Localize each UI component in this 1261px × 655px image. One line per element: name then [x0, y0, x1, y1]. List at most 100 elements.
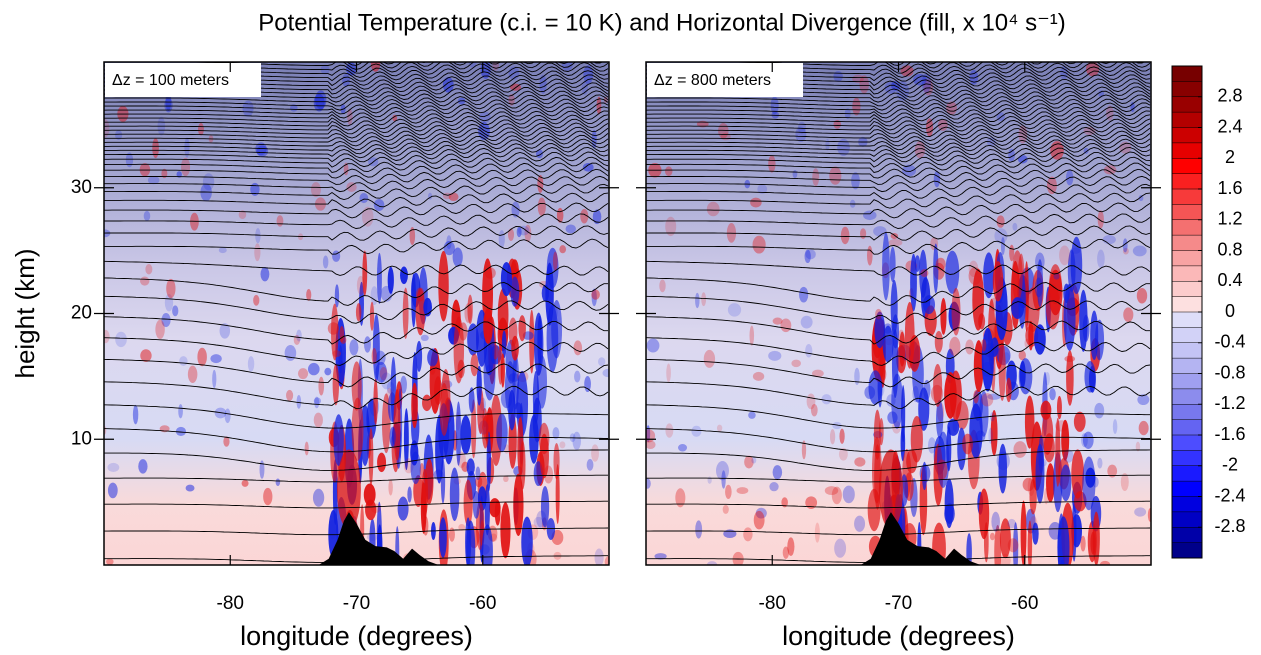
divergence-blob — [833, 70, 843, 82]
divergence-blob — [138, 459, 148, 474]
divergence-blob — [332, 363, 340, 406]
divergence-blob — [297, 368, 309, 380]
colorbar-box — [1172, 158, 1202, 174]
divergence-blob — [973, 340, 984, 393]
colorbar-tick-label: -2.8 — [1214, 516, 1245, 536]
theta-contour — [646, 162, 1151, 179]
divergence-blob — [175, 426, 187, 436]
divergence-blob — [546, 517, 556, 540]
divergence-blob — [429, 365, 436, 375]
divergence-blob — [1063, 449, 1074, 463]
divergence-blob — [1049, 388, 1056, 401]
divergence-blob — [452, 247, 463, 267]
y-tick-label: 10 — [71, 428, 92, 449]
divergence-blob — [1040, 400, 1052, 420]
divergence-blob — [965, 339, 974, 355]
divergence-blob — [753, 510, 765, 530]
y-tick-label: 30 — [71, 177, 92, 198]
theta-contour — [104, 151, 609, 168]
divergence-blob — [241, 479, 249, 487]
divergence-blob — [400, 266, 408, 285]
divergence-blob — [223, 436, 230, 447]
divergence-blob — [254, 243, 261, 262]
divergence-blob — [559, 441, 566, 449]
divergence-blob — [1097, 210, 1104, 229]
divergence-blob — [467, 294, 473, 324]
annotation-box — [647, 63, 803, 97]
divergence-blob — [910, 415, 923, 463]
divergence-blob — [821, 394, 832, 405]
divergence-blob — [721, 470, 726, 489]
theta-contour — [104, 114, 609, 131]
divergence-blob — [256, 145, 269, 157]
colorbar-box — [1172, 527, 1202, 543]
divergence-blob — [646, 478, 651, 489]
divergence-blob — [470, 353, 479, 377]
divergence-blob — [646, 440, 656, 449]
divergence-blob — [769, 481, 779, 492]
colorbar-tick-label: 0.8 — [1217, 239, 1242, 259]
divergence-blob — [1137, 394, 1150, 406]
divergence-blob — [253, 294, 260, 306]
divergence-blob — [132, 404, 139, 425]
divergence-blob — [1147, 508, 1151, 522]
theta-contour — [104, 142, 609, 159]
divergence-blob — [1094, 402, 1105, 419]
colorbar-box — [1172, 250, 1202, 267]
divergence-blob — [867, 245, 873, 266]
divergence-blob — [403, 408, 409, 471]
divergence-blob — [176, 171, 182, 178]
divergence-blob — [1005, 377, 1012, 403]
divergence-blob — [933, 243, 939, 294]
colorbar-box — [1172, 281, 1202, 297]
colorbar-box — [1172, 358, 1202, 374]
divergence-blob — [147, 176, 160, 185]
divergence-blob — [968, 260, 979, 278]
divergence-blob — [518, 315, 526, 342]
divergence-blob — [472, 490, 480, 519]
divergence-blob — [331, 303, 339, 361]
theta-contour — [646, 404, 1150, 429]
divergence-blob — [197, 347, 207, 367]
theta-contour — [104, 277, 608, 306]
divergence-blob — [510, 276, 520, 307]
divergence-blob — [937, 119, 948, 131]
divergence-blob — [833, 119, 842, 129]
divergence-blob — [920, 269, 929, 278]
divergence-blob — [388, 479, 393, 496]
divergence-blob — [706, 561, 718, 565]
divergence-blob — [106, 558, 114, 565]
theta-contour — [646, 449, 1151, 471]
divergence-blob — [511, 335, 519, 361]
theta-contour — [646, 114, 1151, 131]
divergence-blob — [422, 516, 429, 536]
divergence-blob — [723, 529, 737, 539]
divergence-blob — [313, 412, 323, 428]
divergence-blob — [152, 138, 159, 159]
divergence-blob — [351, 361, 362, 411]
divergence-blob — [1013, 441, 1027, 458]
divergence-blob — [540, 485, 550, 528]
divergence-blob — [370, 286, 379, 305]
divergence-blob — [983, 522, 989, 563]
divergence-blob — [732, 551, 744, 565]
theta-contour — [646, 213, 1151, 229]
divergence-blob — [387, 266, 394, 294]
theta-contour — [104, 260, 609, 276]
divergence-blob — [1057, 516, 1070, 565]
divergence-blob — [143, 210, 151, 221]
divergence-blob — [829, 166, 842, 185]
divergence-blob — [155, 319, 165, 340]
divergence-blob — [421, 468, 428, 519]
divergence-blob — [875, 308, 882, 320]
divergence-blob — [1045, 284, 1060, 330]
divergence-blob — [933, 363, 943, 408]
theta-contour — [104, 449, 609, 471]
divergence-blob — [115, 130, 123, 140]
divergence-blob — [584, 376, 591, 393]
divergence-blob — [1134, 507, 1147, 517]
divergence-blob — [743, 527, 753, 542]
divergence-blob — [889, 246, 896, 283]
theta-contour — [104, 316, 608, 345]
